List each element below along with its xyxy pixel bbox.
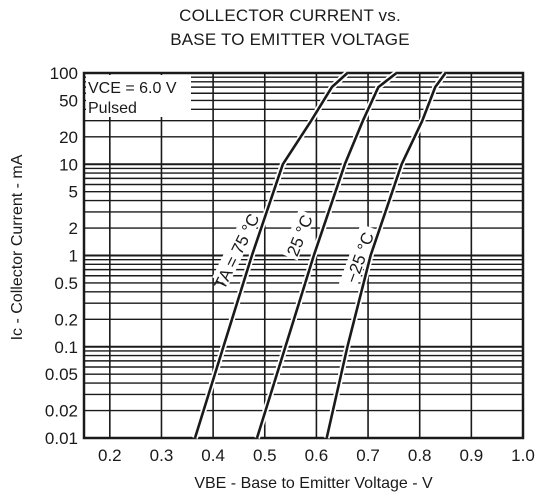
y-tick-label: 0.05 <box>45 365 78 384</box>
y-tick-label: 5 <box>69 183 78 202</box>
x-tick-label: 0.6 <box>305 446 329 465</box>
y-tick-label: 2 <box>69 219 78 238</box>
chart-subtitle: BASE TO EMITTER VOLTAGE <box>170 30 410 49</box>
x-axis-label: VBE - Base to Emitter Voltage - V <box>194 475 433 492</box>
y-tick-label: 1 <box>69 247 78 266</box>
curve-label-bg <box>338 223 378 291</box>
curve-label-group: −25 °C <box>338 223 378 291</box>
curve-label-bg <box>280 209 316 261</box>
y-tick-label: 0.02 <box>45 402 78 421</box>
curve-label-bg <box>212 212 261 286</box>
x-tick-label: 0.7 <box>356 446 380 465</box>
y-tick-label: 10 <box>59 155 78 174</box>
y-tick-label: 100 <box>50 64 78 83</box>
chart-title: COLLECTOR CURRENT vs. <box>179 6 401 25</box>
series-line-0 <box>193 72 349 439</box>
y-tick-label: 0.2 <box>54 310 78 329</box>
y-tick-label: 0.5 <box>54 274 78 293</box>
condition-vce: VCE = 6.0 V <box>88 80 177 97</box>
y-tick-label: 0.1 <box>54 338 78 357</box>
y-tick-label: 0.01 <box>45 429 78 448</box>
x-tick-label: 0.4 <box>201 446 225 465</box>
y-axis-label: Ic - Collector Current - mA <box>9 154 26 340</box>
conditions-box <box>86 75 191 117</box>
x-tick-label: 0.8 <box>408 446 432 465</box>
condition-pulsed: Pulsed <box>88 100 137 117</box>
x-tick-label: 0.5 <box>253 446 277 465</box>
series-line-1 <box>255 71 398 439</box>
x-tick-label: 1.0 <box>511 446 535 465</box>
y-tick-label: 50 <box>59 91 78 110</box>
x-tick-label: 0.2 <box>98 446 122 465</box>
plot-frame <box>82 71 525 440</box>
x-tick-label: 0.3 <box>150 446 174 465</box>
tick-labels: 0.2 0.3 0.4 0.5 0.6 0.7 0.8 0.9 1.0 0.01 0.02 0.05 0… <box>45 64 535 465</box>
series-line-2 <box>325 72 447 439</box>
x-tick-label: 0.9 <box>460 446 484 465</box>
y-tick-label: 20 <box>59 128 78 147</box>
